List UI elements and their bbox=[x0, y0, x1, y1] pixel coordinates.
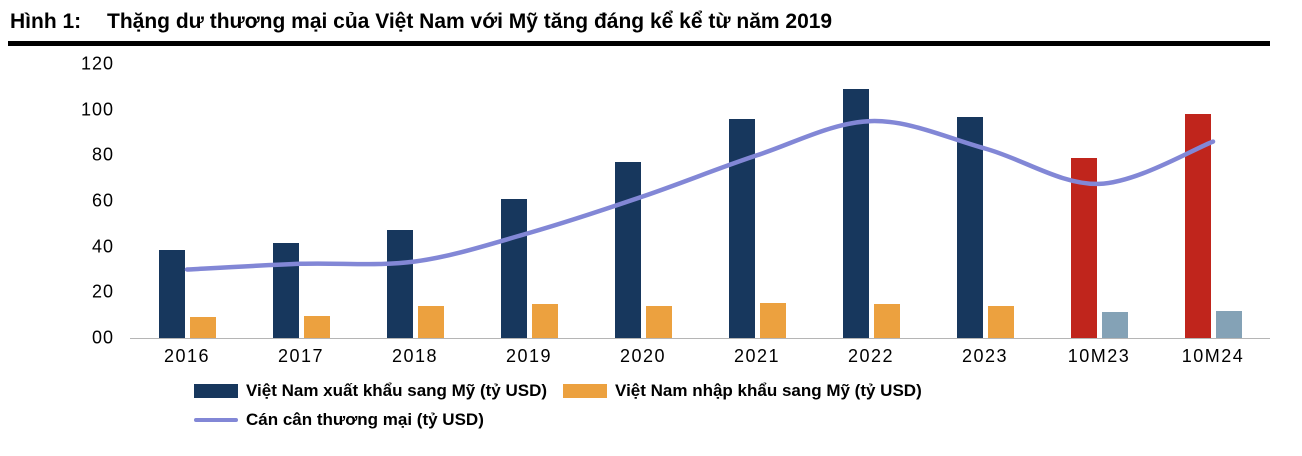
bar-group-2020 bbox=[586, 64, 700, 338]
y-tick-label: 120 bbox=[80, 53, 114, 74]
y-tick-label: 20 bbox=[91, 281, 114, 302]
bar-group-2017 bbox=[244, 64, 358, 338]
legend-row-2: Cán cân thương mại (tỷ USD) bbox=[194, 410, 1290, 430]
y-axis: 120 100 80 60 40 20 00 bbox=[10, 54, 130, 348]
bar-group-10M24 bbox=[1156, 64, 1270, 338]
x-tick-label-10M24: 10M24 bbox=[1181, 346, 1245, 366]
export-bar-10M24 bbox=[1184, 114, 1211, 338]
bar-group-2019 bbox=[472, 64, 586, 338]
legend-item-balance: Cán cân thương mại (tỷ USD) bbox=[194, 410, 484, 430]
import-bar-10M23 bbox=[1101, 311, 1128, 338]
import-bar-2022 bbox=[873, 303, 900, 338]
x-tick-label-2017: 2017 bbox=[277, 346, 325, 366]
y-tick-label: 00 bbox=[91, 327, 114, 348]
import-bar-2017 bbox=[303, 316, 330, 338]
legend-row-1: Việt Nam xuất khẩu sang Mỹ (tỷ USD) Việt… bbox=[194, 381, 1290, 401]
y-tick-label: 80 bbox=[91, 144, 114, 165]
bar-group-2016 bbox=[130, 64, 244, 338]
balance-line-swatch bbox=[194, 418, 238, 422]
chart-area: 120 100 80 60 40 20 00 2016 2017 2018 2019 2020 202… bbox=[10, 54, 1290, 367]
x-tick-label-10M23: 10M23 bbox=[1067, 346, 1131, 366]
y-tick-label: 100 bbox=[80, 99, 114, 120]
bar-group-2021 bbox=[700, 64, 814, 338]
figure: Hình 1: Thặng dư thương mại của Việt Nam… bbox=[8, 6, 1290, 430]
legend-label-exports: Việt Nam xuất khẩu sang Mỹ (tỷ USD) bbox=[246, 381, 548, 400]
exports-swatch bbox=[194, 384, 238, 398]
export-bar-2023 bbox=[956, 116, 983, 338]
legend: Việt Nam xuất khẩu sang Mỹ (tỷ USD) Việt… bbox=[194, 381, 1290, 430]
y-tick-label: 40 bbox=[91, 236, 114, 257]
import-bar-2019 bbox=[531, 303, 558, 338]
import-bar-2020 bbox=[645, 306, 672, 338]
import-bar-10M24 bbox=[1215, 310, 1242, 338]
import-bar-2018 bbox=[417, 306, 444, 338]
bar-group-2023 bbox=[928, 64, 1042, 338]
export-bar-2016 bbox=[158, 250, 185, 338]
x-tick-label-2018: 2018 bbox=[391, 346, 439, 366]
x-axis: 2016 2017 2018 2019 2020 2021 2022 2023 10M23 10M… bbox=[130, 346, 1270, 367]
x-tick-label-2022: 2022 bbox=[847, 346, 895, 366]
import-bar-2016 bbox=[189, 317, 216, 338]
legend-label-imports: Việt Nam nhập khẩu sang Mỹ (tỷ USD) bbox=[615, 381, 922, 400]
plot-wrap: 2016 2017 2018 2019 2020 2021 2022 2023 10M23 10M… bbox=[130, 64, 1270, 367]
x-tick-label-2021: 2021 bbox=[733, 346, 781, 366]
plot-area bbox=[130, 64, 1270, 339]
import-bar-2021 bbox=[759, 302, 786, 338]
export-bar-2017 bbox=[272, 243, 299, 338]
figure-title-text: Thặng dư thương mại của Việt Nam với Mỹ … bbox=[107, 10, 833, 33]
x-tick-label-2020: 2020 bbox=[619, 346, 667, 366]
export-bar-2022 bbox=[842, 89, 869, 338]
export-bar-2020 bbox=[614, 162, 641, 338]
export-bar-2019 bbox=[500, 198, 527, 338]
legend-label-balance: Cán cân thương mại (tỷ USD) bbox=[246, 410, 484, 429]
bar-group-10M23 bbox=[1042, 64, 1156, 338]
figure-title: Hình 1: Thặng dư thương mại của Việt Nam… bbox=[8, 6, 1290, 41]
bar-group-2022 bbox=[814, 64, 928, 338]
export-bar-10M23 bbox=[1070, 157, 1097, 338]
figure-number: Hình 1: bbox=[10, 10, 82, 33]
x-tick-label-2019: 2019 bbox=[505, 346, 553, 366]
export-bar-2021 bbox=[728, 118, 755, 338]
imports-swatch bbox=[563, 384, 608, 398]
legend-item-imports: Việt Nam nhập khẩu sang Mỹ (tỷ USD) bbox=[563, 381, 922, 401]
import-bar-2023 bbox=[987, 306, 1014, 338]
title-underline bbox=[8, 41, 1270, 46]
export-bar-2018 bbox=[386, 229, 413, 338]
bar-group-2018 bbox=[358, 64, 472, 338]
x-tick-label-2023: 2023 bbox=[961, 346, 1009, 366]
legend-item-exports: Việt Nam xuất khẩu sang Mỹ (tỷ USD) bbox=[194, 381, 547, 401]
x-tick-label-2016: 2016 bbox=[163, 346, 211, 366]
y-tick-label: 60 bbox=[91, 190, 114, 211]
